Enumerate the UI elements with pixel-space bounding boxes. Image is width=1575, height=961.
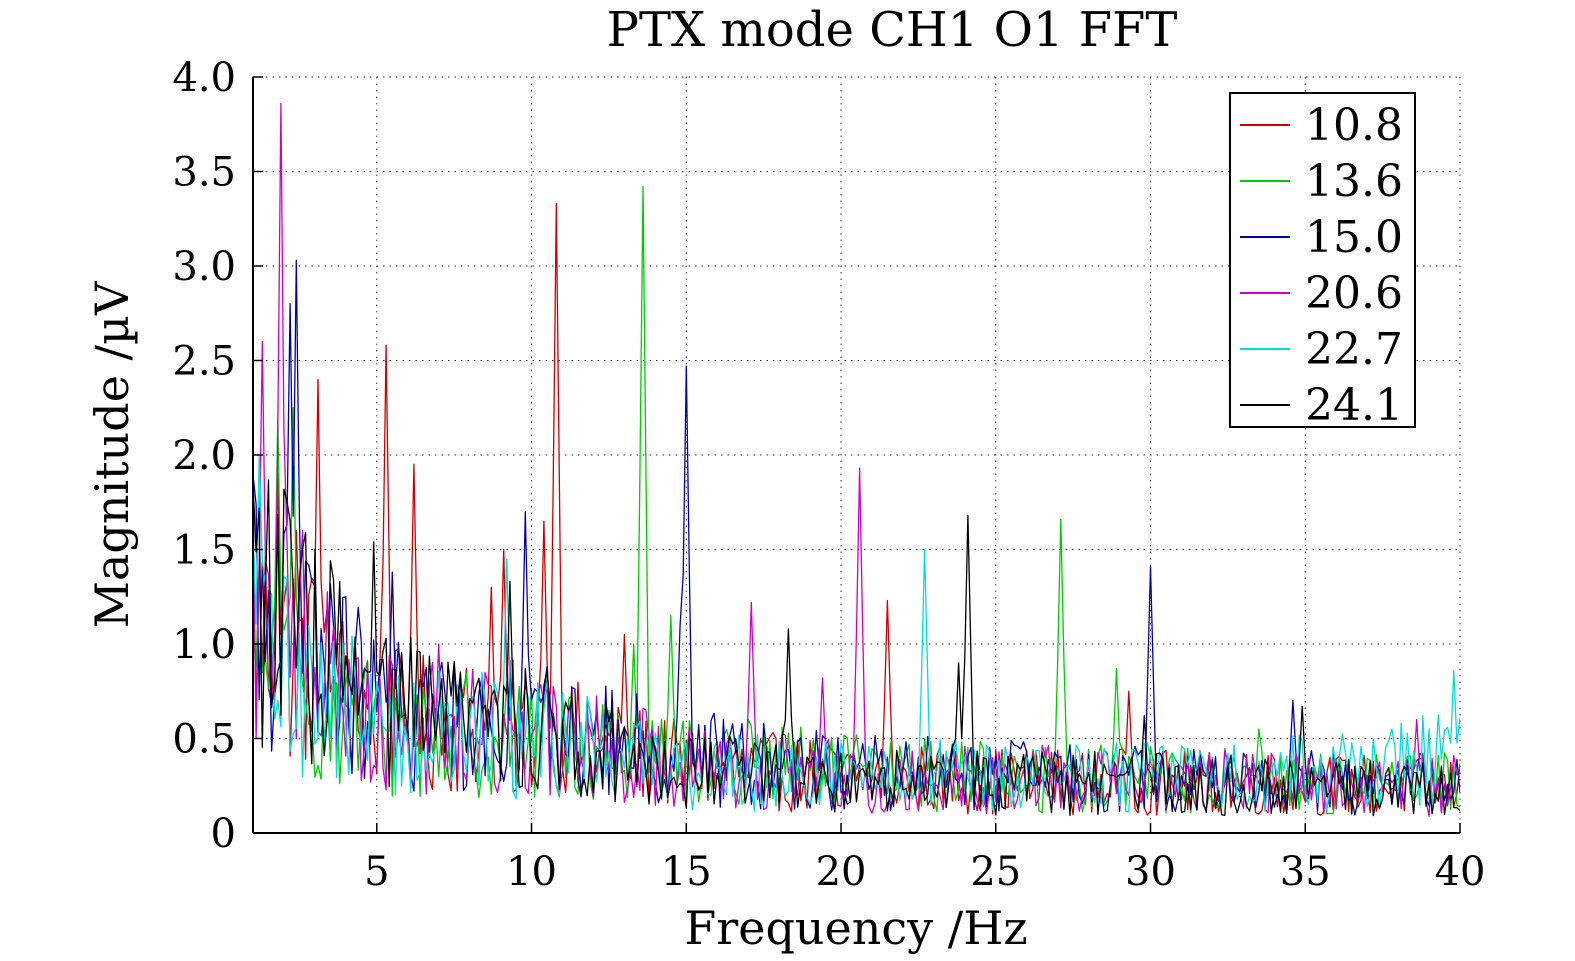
legend-label: 10.8 <box>1305 100 1403 151</box>
y-tick-label: 3.5 <box>172 150 236 196</box>
series-line-22-7 <box>253 454 1460 813</box>
y-tick-label: 2.5 <box>172 339 236 385</box>
series-line-24-1 <box>253 479 1460 817</box>
x-tick-label: 5 <box>364 849 389 895</box>
x-tick-label: 35 <box>1280 849 1331 895</box>
x-tick-label: 20 <box>816 849 867 895</box>
y-tick-label: 0.5 <box>172 717 236 763</box>
series-line-20-6 <box>253 102 1460 817</box>
chart-title: PTX mode CH1 O1 FFT <box>607 2 1178 58</box>
y-tick-label: 2.0 <box>172 433 236 479</box>
x-tick-label: 30 <box>1125 849 1176 895</box>
legend-label: 24.1 <box>1305 380 1403 431</box>
y-axis-ticks: 0 0.5 1.0 1.5 2.0 2.5 3.0 3.5 4.0 <box>172 55 263 857</box>
series-line-10-8 <box>253 202 1460 816</box>
series-lines <box>253 102 1460 817</box>
x-axis-ticks: 5 10 15 20 25 30 35 40 <box>364 823 1485 895</box>
y-tick-label: 0 <box>211 811 236 857</box>
legend: 10.813.615.020.622.724.1 <box>1229 92 1416 431</box>
x-tick-label: 25 <box>970 849 1021 895</box>
x-tick-label: 15 <box>661 849 712 895</box>
legend-label: 22.7 <box>1305 324 1403 375</box>
y-axis-label: Magnitude /µV <box>85 281 139 628</box>
grid-lines <box>253 76 1461 834</box>
x-axis-label: Frequency /Hz <box>684 901 1027 955</box>
legend-label: 13.6 <box>1305 156 1403 207</box>
x-tick-label: 40 <box>1435 849 1486 895</box>
x-tick-label: 10 <box>506 849 557 895</box>
y-tick-label: 1.0 <box>172 622 236 668</box>
y-tick-label: 3.0 <box>172 244 236 290</box>
y-tick-label: 1.5 <box>172 528 236 574</box>
legend-box <box>1229 92 1416 428</box>
legend-label: 20.6 <box>1305 268 1403 319</box>
legend-label: 15.0 <box>1305 212 1403 263</box>
y-tick-label: 4.0 <box>172 55 236 101</box>
